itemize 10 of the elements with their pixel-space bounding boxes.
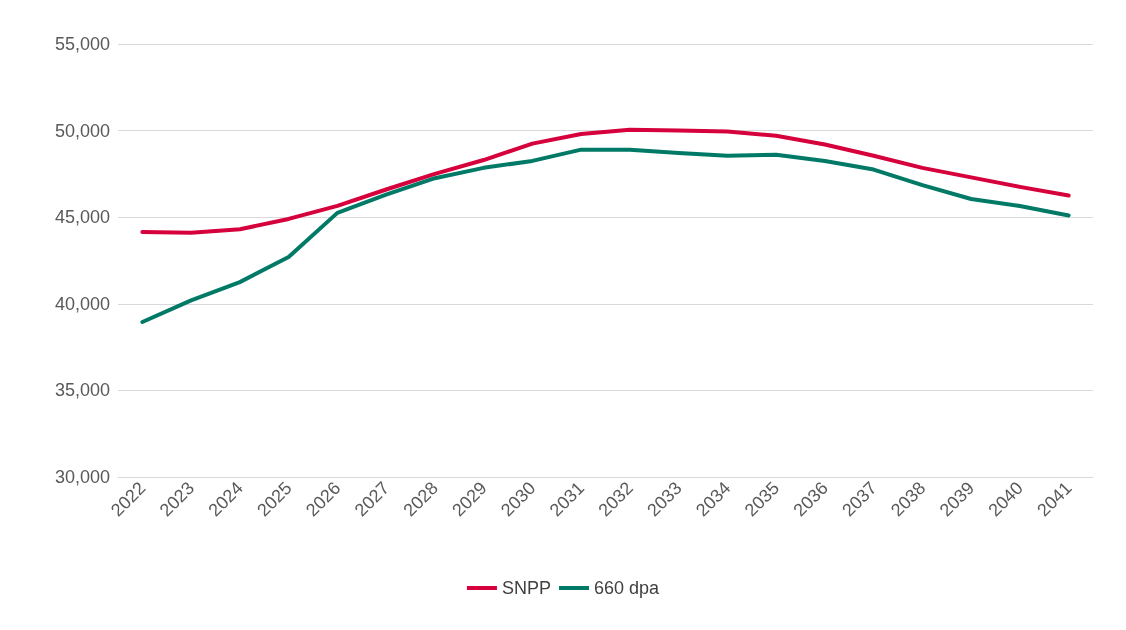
y-tick-label: 30,000: [54, 467, 110, 487]
legend-label: 660 dpa: [593, 578, 661, 598]
line-series: [140, 127, 1071, 235]
legend-label: SNPP: [501, 578, 551, 598]
line-series: [140, 147, 1071, 324]
y-tick-label: 45,000: [54, 207, 110, 228]
y-tick-label: 55,000: [54, 34, 110, 54]
y-tick-label: 40,000: [54, 293, 110, 314]
y-tick-label: 35,000: [54, 380, 110, 401]
y-tick-label: 50,000: [54, 120, 110, 141]
